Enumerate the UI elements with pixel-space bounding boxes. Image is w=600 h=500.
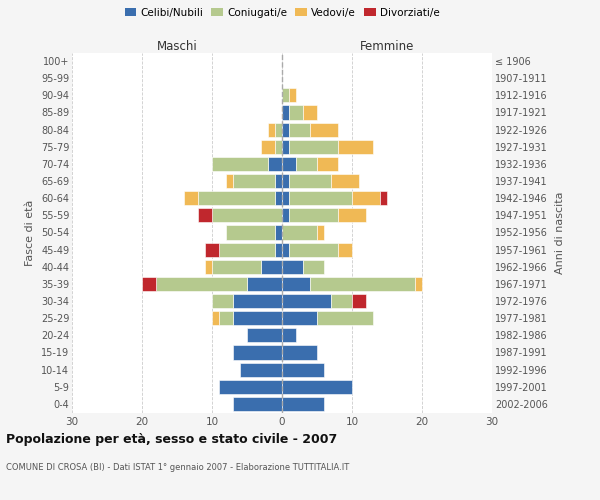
Bar [415, 277, 422, 291]
Bar [261, 140, 275, 154]
Bar [338, 208, 366, 222]
Bar [219, 242, 275, 256]
Bar [268, 122, 275, 136]
Bar [317, 311, 373, 325]
Bar [233, 311, 282, 325]
Bar [289, 88, 296, 102]
Text: Popolazione per età, sesso e stato civile - 2007: Popolazione per età, sesso e stato civil… [6, 432, 337, 446]
Bar [282, 157, 296, 171]
Bar [282, 362, 324, 376]
Bar [331, 294, 352, 308]
Bar [317, 157, 338, 171]
Bar [184, 191, 198, 205]
Bar [233, 346, 282, 360]
Bar [240, 362, 282, 376]
Bar [233, 174, 275, 188]
Bar [282, 346, 317, 360]
Bar [289, 242, 338, 256]
Bar [282, 242, 289, 256]
Bar [275, 122, 282, 136]
Bar [198, 191, 275, 205]
Bar [219, 380, 282, 394]
Bar [296, 157, 317, 171]
Bar [317, 226, 324, 239]
Bar [212, 260, 261, 274]
Bar [212, 157, 268, 171]
Text: COMUNE DI CROSA (BI) - Dati ISTAT 1° gennaio 2007 - Elaborazione TUTTITALIA.IT: COMUNE DI CROSA (BI) - Dati ISTAT 1° gen… [6, 462, 349, 471]
Bar [289, 122, 310, 136]
Bar [268, 157, 282, 171]
Y-axis label: Anni di nascita: Anni di nascita [554, 191, 565, 274]
Bar [156, 277, 247, 291]
Bar [247, 277, 282, 291]
Bar [219, 311, 233, 325]
Bar [226, 226, 275, 239]
Bar [282, 397, 324, 411]
Bar [142, 277, 156, 291]
Bar [310, 277, 415, 291]
Bar [226, 174, 233, 188]
Y-axis label: Fasce di età: Fasce di età [25, 200, 35, 266]
Bar [275, 140, 282, 154]
Bar [352, 294, 366, 308]
Bar [275, 174, 282, 188]
Text: Femmine: Femmine [360, 40, 414, 52]
Bar [352, 191, 380, 205]
Bar [310, 122, 338, 136]
Bar [275, 226, 282, 239]
Bar [212, 294, 233, 308]
Bar [198, 208, 212, 222]
Bar [212, 208, 282, 222]
Bar [282, 191, 289, 205]
Bar [380, 191, 387, 205]
Bar [275, 242, 282, 256]
Bar [282, 122, 289, 136]
Bar [303, 106, 317, 120]
Bar [289, 174, 331, 188]
Bar [275, 191, 282, 205]
Bar [282, 88, 289, 102]
Bar [282, 380, 352, 394]
Bar [282, 106, 289, 120]
Bar [233, 397, 282, 411]
Bar [289, 191, 352, 205]
Bar [303, 260, 324, 274]
Bar [282, 140, 289, 154]
Legend: Celibi/Nubili, Coniugati/e, Vedovi/e, Divorziati/e: Celibi/Nubili, Coniugati/e, Vedovi/e, Di… [125, 8, 439, 18]
Bar [247, 328, 282, 342]
Bar [282, 328, 296, 342]
Bar [282, 208, 289, 222]
Bar [205, 260, 212, 274]
Bar [331, 174, 359, 188]
Bar [282, 294, 331, 308]
Bar [261, 260, 282, 274]
Bar [282, 311, 317, 325]
Bar [205, 242, 219, 256]
Text: Maschi: Maschi [157, 40, 197, 52]
Bar [282, 277, 310, 291]
Bar [289, 140, 338, 154]
Bar [212, 311, 219, 325]
Bar [338, 140, 373, 154]
Bar [282, 226, 317, 239]
Bar [282, 260, 303, 274]
Bar [289, 106, 303, 120]
Bar [289, 208, 338, 222]
Bar [338, 242, 352, 256]
Bar [233, 294, 282, 308]
Bar [282, 174, 289, 188]
